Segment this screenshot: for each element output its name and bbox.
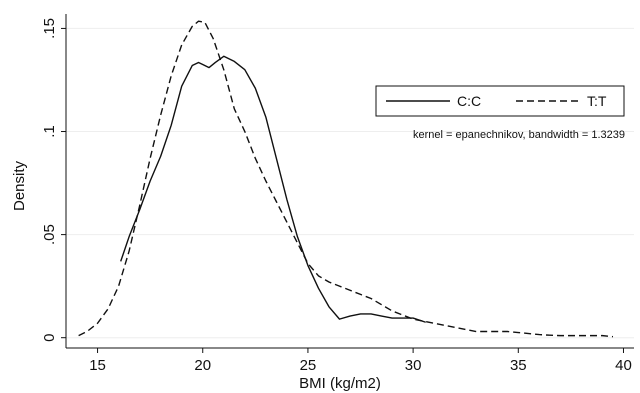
y-tick-label: 0 (41, 334, 58, 342)
x-ticks: 15 20 25 30 35 40 (89, 348, 632, 374)
legend-label-cc: C:C (457, 93, 481, 109)
y-tick-label: .1 (41, 125, 58, 138)
x-axis-label: BMI (kg/m2) (299, 375, 381, 392)
x-tick-label: 25 (300, 357, 317, 374)
y-axis-label: Density (11, 160, 28, 211)
series-line-0 (120, 55, 426, 323)
legend: C:C T:T (375, 85, 625, 117)
x-tick-label: 30 (405, 357, 422, 374)
gridlines (66, 27, 634, 339)
y-ticks: 0 .05 .1 .15 (41, 18, 66, 342)
legend-label-tt: T:T (587, 93, 607, 109)
kernel-note: kernel = epanechnikov, bandwidth = 1.323… (413, 129, 625, 141)
y-tick-label: .15 (41, 18, 58, 39)
y-tick-label: .05 (41, 224, 58, 245)
series-layer (78, 20, 614, 338)
x-tick-label: 20 (194, 357, 211, 374)
series-line-1 (78, 20, 614, 338)
x-tick-label: 15 (89, 357, 106, 374)
x-tick-label: 40 (615, 357, 632, 374)
x-tick-label: 35 (510, 357, 527, 374)
